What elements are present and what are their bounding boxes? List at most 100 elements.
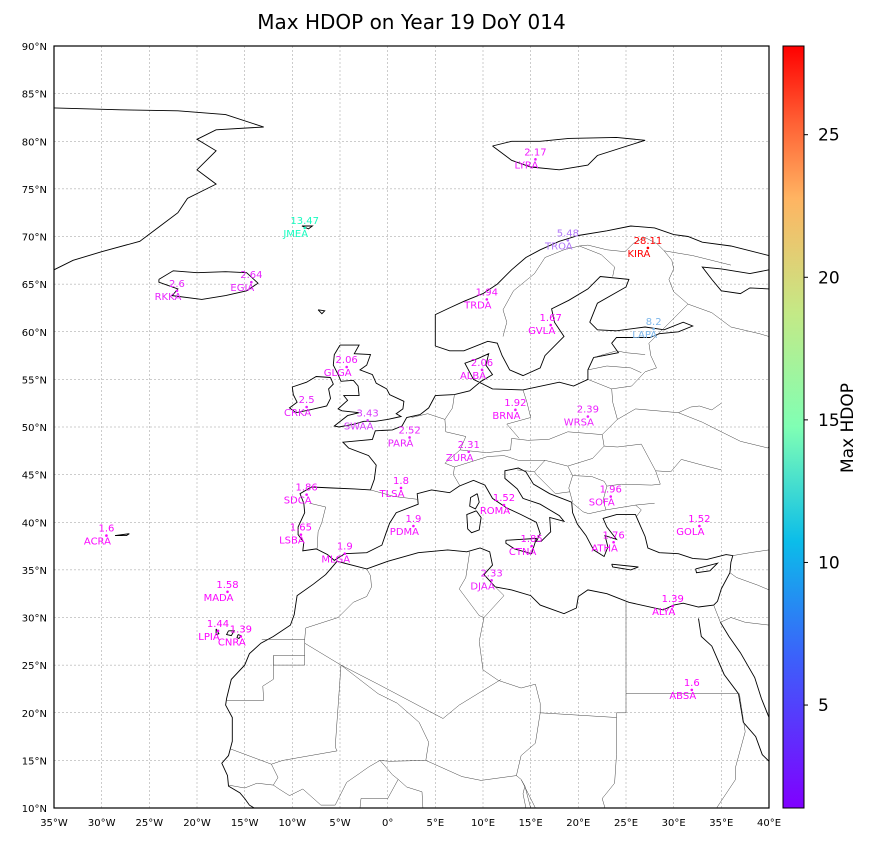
border-segment	[732, 549, 769, 556]
station-sdca: 1.86 SDCA	[284, 483, 318, 507]
lon-tick-label: 20°W	[183, 818, 211, 829]
station-value: 5.48	[557, 228, 579, 239]
border-segment	[568, 475, 573, 503]
lat-tick-label: 20°N	[22, 709, 47, 720]
lat-tick-label: 60°N	[22, 328, 47, 339]
colorbar-ticks: 5 10 15 20 25	[804, 126, 840, 716]
station-marker	[646, 246, 650, 250]
station-value: 1.86	[296, 483, 318, 494]
coastline-segment	[114, 533, 130, 537]
coastlines	[54, 107, 769, 808]
border-segment	[616, 602, 627, 755]
border-segment	[567, 465, 608, 487]
station-marker	[299, 533, 303, 536]
station-sofa: 1.96 SOFA	[589, 485, 622, 509]
station-marker	[534, 158, 537, 161]
station-marker	[366, 419, 369, 422]
station-value: 1.8	[393, 476, 409, 487]
lon-tick-label: 5°E	[426, 818, 444, 829]
station-value: 2.33	[480, 568, 502, 579]
station-marker	[399, 486, 403, 490]
station-name: SWAA	[344, 421, 374, 432]
colorbar	[782, 45, 805, 809]
station-brna: 1.92 BRNA	[492, 398, 526, 422]
station-name: TROA	[544, 241, 573, 252]
lat-tick-label: 45°N	[22, 471, 47, 482]
station-value: 2.6	[169, 279, 185, 290]
station-value: 2.64	[240, 270, 262, 281]
station-trda: 1.94 TRDA	[463, 287, 498, 311]
coastline-segment	[466, 510, 482, 534]
station-marker	[549, 323, 552, 327]
coastline-segment	[701, 266, 769, 295]
border-segment	[359, 779, 399, 808]
station-marker	[514, 408, 517, 412]
station-name: ATHA	[591, 543, 618, 554]
border-segment	[228, 764, 279, 789]
border-segment	[716, 693, 746, 808]
chart-title: Max HDOP on Year 19 DoY 014	[257, 10, 566, 34]
station-marker	[609, 495, 613, 498]
border-segment	[273, 784, 322, 806]
station-marker	[566, 239, 570, 242]
border-segment	[520, 779, 527, 808]
station-alba: 2.06 ALBA	[460, 358, 493, 382]
station-lsba: 1.65 LSBA	[279, 523, 312, 547]
station-marker	[303, 226, 307, 230]
station-crka: 2.5 CRKA	[284, 395, 315, 419]
border-segment	[516, 712, 541, 776]
lat-tick-label: 35°N	[22, 566, 47, 577]
border-segment	[230, 665, 342, 765]
station-value: 2.06	[336, 355, 358, 366]
station-name: GOLA	[676, 527, 704, 538]
station-marker	[343, 552, 347, 555]
colorbar-tick-label: 25	[818, 126, 840, 146]
station-marker	[239, 635, 243, 638]
station-name: ACRA	[84, 537, 111, 548]
station-egia: 2.64 EGIA	[230, 270, 262, 294]
station-wrsa: 2.39 WRSA	[564, 405, 599, 429]
station-name: MLGA	[321, 555, 350, 566]
border-segment	[445, 379, 618, 453]
station-value: 2.39	[577, 405, 599, 416]
border-segment	[309, 502, 327, 549]
station-marker	[698, 524, 701, 528]
coastline-segment	[317, 309, 326, 315]
station-marker	[105, 534, 108, 537]
station-value: 2.5	[299, 395, 315, 406]
coastline-segment	[492, 136, 646, 171]
border-segment	[425, 760, 536, 808]
station-marker	[490, 579, 493, 582]
station-value: 1.76	[602, 530, 624, 541]
station-name: ZURA	[446, 453, 474, 464]
colorbar-label: Max HDOP	[838, 382, 858, 474]
station-roma: 1.52 ROMA	[480, 493, 515, 517]
station-ctna: 1.85 CTNA	[509, 534, 543, 558]
border-segment	[635, 504, 642, 517]
station-marker	[467, 450, 471, 454]
station-rkka: 2.6 RKKA	[155, 279, 185, 303]
border-segment	[334, 664, 429, 806]
station-name: ALBA	[460, 371, 486, 382]
station-lyra: 2.17 LYRA	[515, 147, 547, 171]
station-value: 1.85	[520, 534, 542, 545]
lon-tick-label: 15°E	[519, 818, 543, 829]
lon-tick-label: 35°E	[709, 818, 733, 829]
station-value: 1.9	[337, 542, 353, 553]
lon-tick-label: 0°	[382, 818, 393, 829]
station-name: ALYA	[652, 607, 675, 618]
lat-tick-label: 15°N	[22, 756, 47, 767]
station-value: 1.6	[684, 678, 700, 689]
station-marker	[216, 629, 220, 633]
border-segment	[524, 786, 531, 808]
station-name: GVLA	[528, 326, 555, 337]
lon-tick-label: 30°E	[662, 818, 686, 829]
station-marker	[408, 436, 411, 439]
station-name: CTNA	[509, 547, 537, 558]
station-marker	[480, 368, 484, 372]
border-segment	[478, 586, 541, 713]
station-atha: 1.76 ATHA	[591, 530, 624, 554]
station-value: 1.39	[662, 594, 684, 605]
coastline-segment	[288, 376, 334, 414]
